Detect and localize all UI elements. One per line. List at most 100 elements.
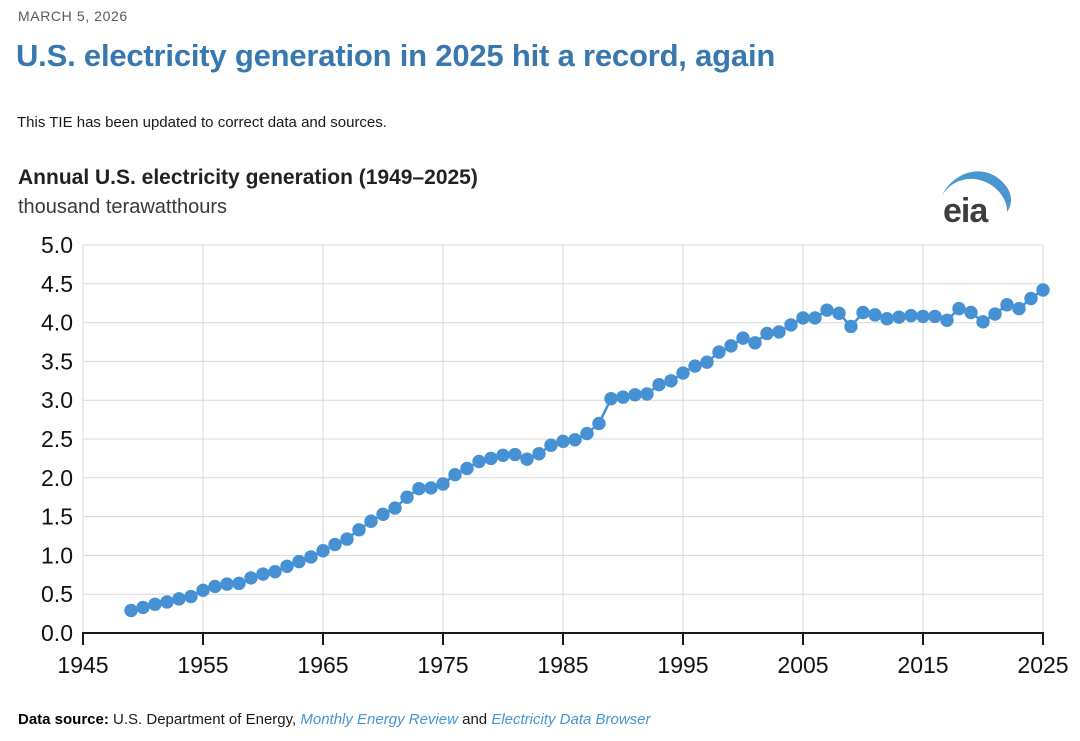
- data-point: [412, 481, 426, 496]
- data-point: [256, 567, 270, 581]
- electricity-data-browser-link[interactable]: Electricity Data Browser: [491, 711, 651, 728]
- data-point: [700, 355, 714, 369]
- data-point: [556, 434, 570, 449]
- data-point: [712, 345, 726, 359]
- data-point: [244, 571, 258, 585]
- y-tick-label: 4.0: [41, 310, 73, 336]
- data-point: [844, 319, 858, 334]
- data-point: [292, 554, 306, 569]
- update-note: This TIE has been updated to correct dat…: [17, 114, 387, 131]
- data-point: [448, 467, 462, 482]
- data-point: [1036, 283, 1050, 297]
- data-source-conjunction: and: [457, 711, 492, 728]
- data-point: [1024, 291, 1038, 306]
- data-point: [352, 523, 366, 537]
- data-point: [400, 490, 414, 504]
- data-point: [676, 366, 690, 380]
- x-tick-label: 2005: [777, 652, 828, 678]
- data-point: [232, 576, 246, 591]
- data-point: [964, 305, 978, 320]
- data-point: [496, 448, 510, 462]
- data-point: [664, 374, 678, 388]
- monthly-energy-review-link[interactable]: Monthly Energy Review: [300, 711, 458, 728]
- y-tick-label: 1.0: [41, 542, 73, 568]
- data-point: [604, 391, 618, 406]
- y-tick-label: 0.5: [41, 581, 73, 607]
- data-point: [808, 311, 822, 325]
- data-point: [304, 550, 318, 564]
- data-point: [184, 589, 198, 604]
- data-point: [952, 301, 966, 316]
- data-point: [976, 315, 990, 329]
- data-point: [136, 600, 150, 615]
- data-point: [568, 433, 582, 447]
- data-point: [868, 308, 882, 322]
- y-tick-label: 2.0: [41, 465, 73, 491]
- data-source-label: Data source:: [18, 711, 109, 728]
- y-tick-label: 5.0: [41, 232, 73, 258]
- x-tick-label: 1995: [657, 652, 708, 678]
- data-point: [760, 326, 774, 341]
- data-point: [1000, 298, 1014, 312]
- eia-logo: eia: [942, 171, 1012, 228]
- chart-title: Annual U.S. electricity generation (1949…: [18, 166, 478, 189]
- data-source-text: U.S. Department of Energy,: [108, 711, 301, 728]
- data-point: [472, 454, 486, 469]
- data-point: [220, 577, 234, 591]
- data-point: [340, 532, 354, 546]
- y-tick-label: 0.0: [41, 620, 73, 646]
- data-point: [832, 306, 846, 320]
- eia-logo-text: eia: [943, 192, 989, 228]
- x-tick-label: 1965: [297, 652, 348, 678]
- data-point: [988, 307, 1002, 321]
- data-point: [268, 564, 282, 579]
- data-point: [796, 311, 810, 325]
- y-tick-label: 4.5: [41, 271, 73, 297]
- data-point: [748, 336, 762, 350]
- data-point: [880, 312, 894, 326]
- y-tick-label: 3.5: [41, 348, 73, 374]
- data-point: [124, 603, 138, 618]
- data-point: [580, 426, 594, 441]
- data-point: [628, 388, 642, 402]
- data-point: [208, 579, 222, 594]
- data-point: [532, 447, 546, 461]
- data-point: [544, 438, 558, 452]
- data-point: [280, 559, 294, 573]
- data-point: [592, 416, 606, 431]
- data-point: [388, 501, 402, 515]
- data-point: [160, 595, 174, 609]
- x-tick-label: 1955: [177, 652, 228, 678]
- data-point: [1012, 301, 1026, 316]
- x-tick-label: 1975: [417, 652, 468, 678]
- data-point: [484, 451, 498, 466]
- generation-chart: 0.0 0.5 1.0 1.5 2.0 2.5 3.0 3.5 4.0 4.5 5.0 1945 195…: [41, 232, 1069, 678]
- data-point: [520, 452, 534, 466]
- chart-subtitle: thousand terawatthours: [18, 196, 228, 218]
- data-point: [736, 331, 750, 345]
- data-point: [928, 309, 942, 324]
- x-tick-label: 2025: [1017, 652, 1068, 678]
- data-point: [316, 544, 330, 558]
- eia-logo-swoosh-icon: [942, 171, 1012, 212]
- y-tick-label: 1.5: [41, 504, 73, 530]
- x-tick-label: 2015: [897, 652, 948, 678]
- data-point: [688, 359, 702, 373]
- data-point: [856, 305, 870, 320]
- data-point: [376, 507, 390, 521]
- data-point: [940, 313, 954, 327]
- data-point: [916, 309, 930, 324]
- y-tick-label: 2.5: [41, 426, 73, 452]
- data-point: [148, 597, 162, 611]
- data-point: [364, 514, 378, 528]
- data-point: [892, 310, 906, 324]
- article-date: MARCH 5, 2026: [18, 8, 128, 24]
- data-source: Data source: U.S. Department of Energy, …: [18, 711, 651, 728]
- data-point: [196, 583, 210, 598]
- data-point: [724, 339, 738, 353]
- y-tick-label: 3.0: [41, 387, 73, 413]
- data-point: [328, 537, 342, 552]
- x-tick-label: 1945: [57, 652, 108, 678]
- data-line: [129, 288, 1045, 612]
